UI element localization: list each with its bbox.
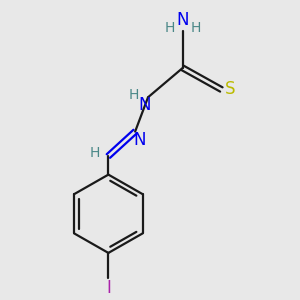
Text: H: H — [89, 146, 100, 160]
Text: N: N — [176, 11, 189, 29]
Text: N: N — [139, 96, 151, 114]
Text: H: H — [165, 21, 175, 35]
Text: N: N — [134, 131, 146, 149]
Text: S: S — [225, 80, 236, 98]
Text: I: I — [106, 279, 111, 297]
Text: H: H — [190, 21, 201, 35]
Text: H: H — [129, 88, 139, 102]
